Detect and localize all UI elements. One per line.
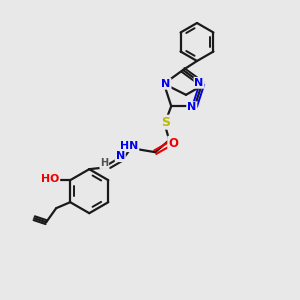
Text: HO: HO bbox=[41, 174, 59, 184]
Text: H: H bbox=[100, 158, 108, 168]
Text: O: O bbox=[168, 137, 178, 150]
Text: N: N bbox=[161, 79, 171, 89]
Text: N: N bbox=[116, 151, 125, 161]
Text: N: N bbox=[194, 78, 204, 88]
Text: S: S bbox=[161, 116, 170, 129]
Text: N: N bbox=[187, 102, 196, 112]
Text: HN: HN bbox=[120, 141, 138, 151]
